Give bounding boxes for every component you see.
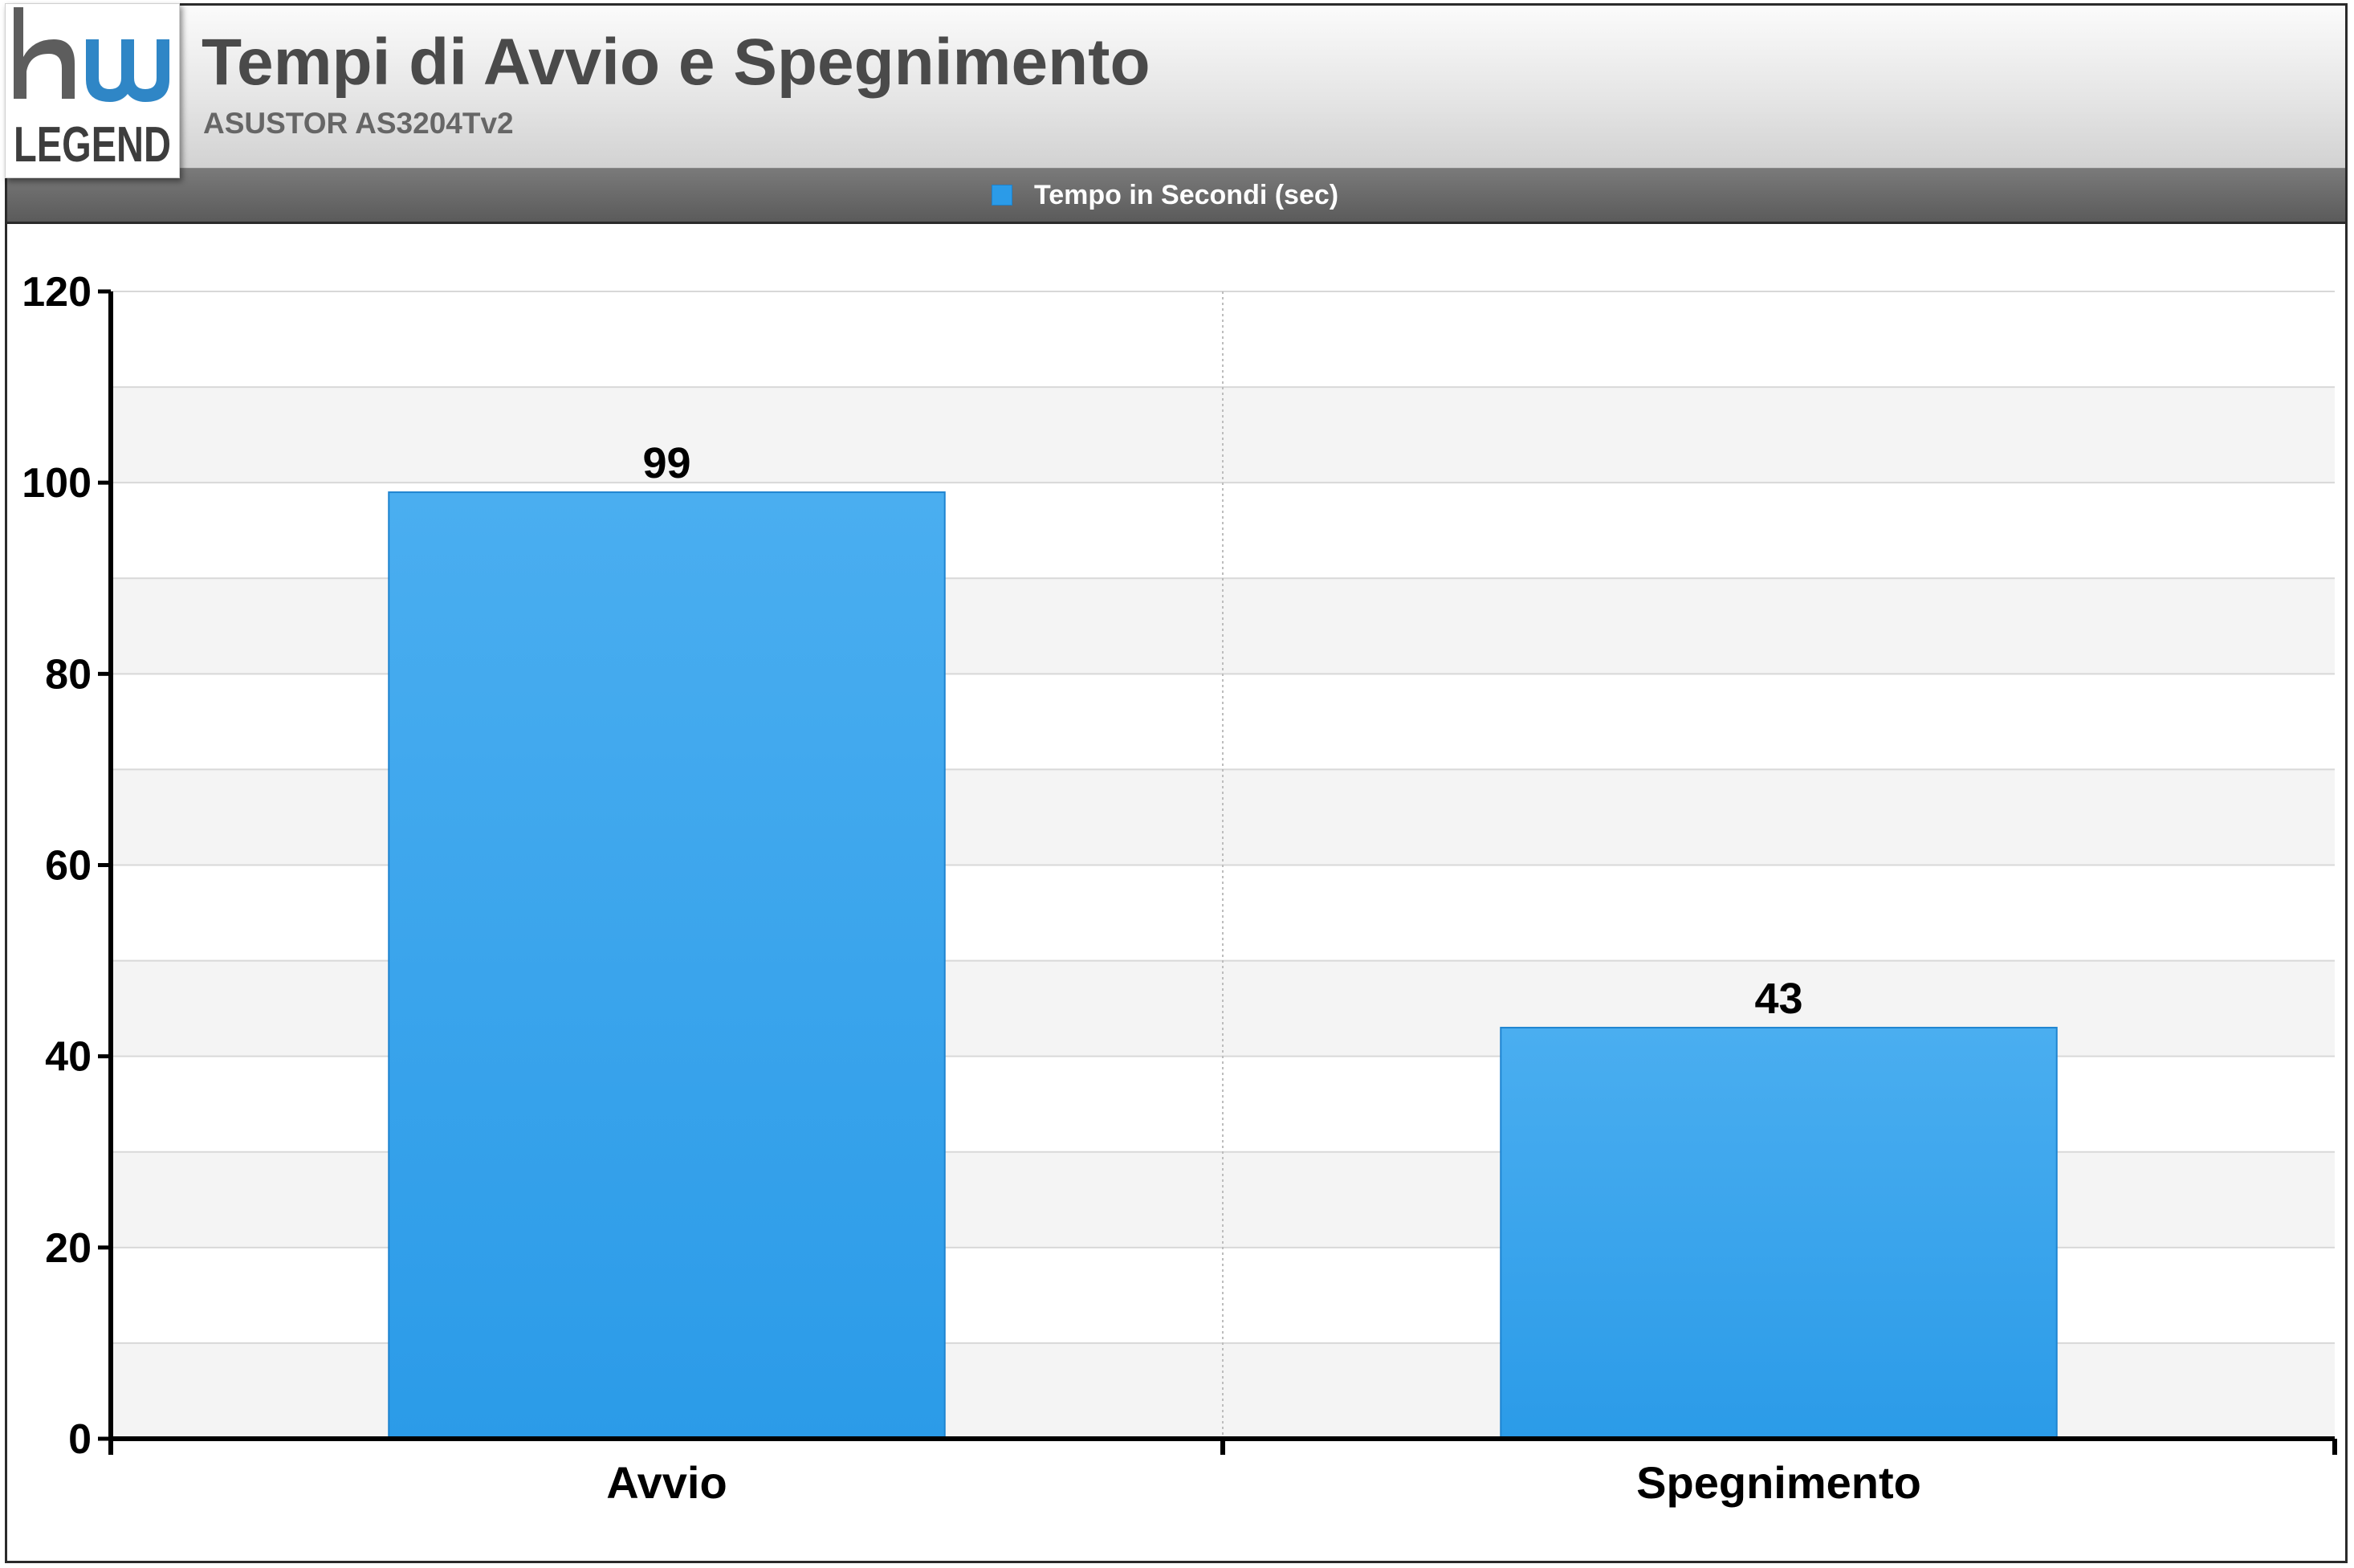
- y-tick-label: 0: [68, 1416, 92, 1463]
- y-tick-label: 120: [22, 269, 92, 316]
- hwlegend-logo-mark: LEGEND: [14, 7, 171, 173]
- chart-title: Tempi di Avvio e Spegnimento: [202, 26, 1151, 99]
- x-tick-label: Spegnimento: [1636, 1457, 1921, 1508]
- data-label: 99: [642, 439, 690, 487]
- y-tick-label: 100: [22, 460, 92, 507]
- bars: [388, 491, 2058, 1440]
- data-labels: 99 43: [642, 439, 1802, 1023]
- x-tick-label: Avvio: [606, 1457, 727, 1508]
- legend-swatch: [992, 185, 1012, 206]
- bar-avvio: [388, 491, 946, 1440]
- axes: [98, 289, 2337, 1455]
- data-label: 43: [1754, 975, 1802, 1023]
- bar-spegnimento: [1500, 1026, 2058, 1440]
- y-tick-label: 80: [45, 651, 92, 698]
- y-tick-label: 60: [45, 843, 92, 890]
- x-tick-labels: Avvio Spegnimento: [606, 1457, 1921, 1508]
- legend-bar: Tempo in Secondi (sec): [7, 169, 2345, 224]
- chart-header: Tempi di Avvio e Spegnimento ASUSTOR AS3…: [7, 6, 2345, 169]
- hwlegend-logo: LEGEND: [5, 3, 180, 178]
- y-tick-label: 40: [45, 1034, 92, 1081]
- grid-band: [111, 387, 2335, 483]
- legend-item[interactable]: Tempo in Secondi (sec): [992, 180, 1338, 210]
- logo-text: LEGEND: [14, 117, 171, 173]
- y-tick-labels: 0 20 40 60 80 100 120: [22, 269, 92, 1463]
- chart-subtitle: ASUSTOR AS3204Tv2: [203, 107, 514, 140]
- legend-label: Tempo in Secondi (sec): [1034, 179, 1339, 210]
- y-tick-label: 20: [45, 1225, 92, 1272]
